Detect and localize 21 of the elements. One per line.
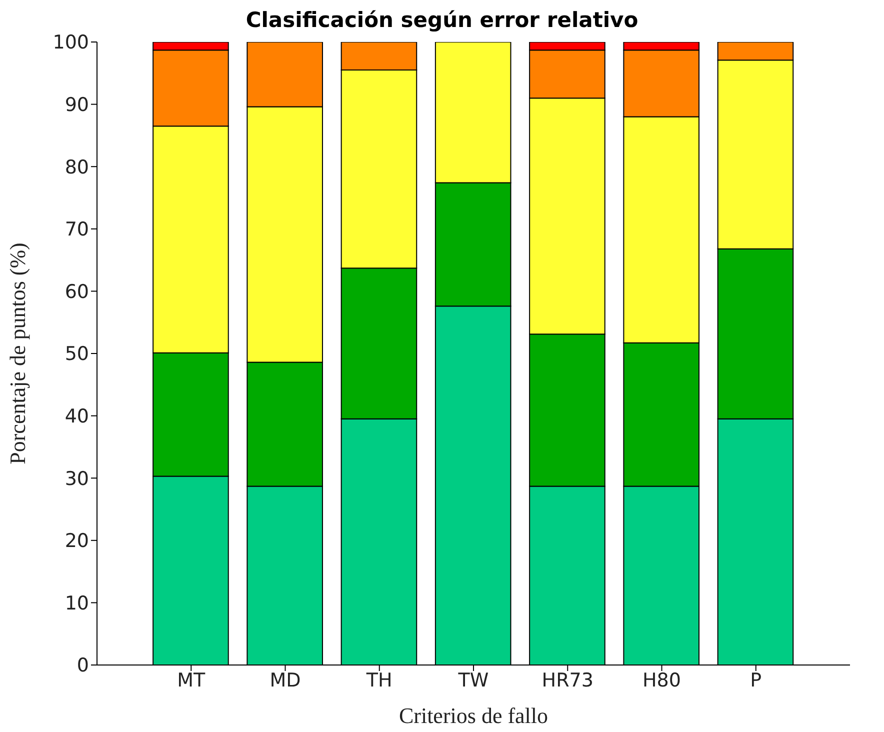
x-tick-label: MD xyxy=(270,669,301,692)
x-tick-label: P xyxy=(750,669,762,692)
y-tick-label: 0 xyxy=(76,654,89,677)
y-tick-label: 30 xyxy=(64,468,89,490)
y-tick-label: 40 xyxy=(64,406,89,428)
y-tick-label: 60 xyxy=(64,280,89,303)
y-tick-label: 80 xyxy=(64,156,89,178)
x-tick-label: H80 xyxy=(642,669,681,692)
x-tick-label: TH xyxy=(365,669,392,692)
y-axis-title: Porcentaje de puntos (%) xyxy=(4,242,30,464)
x-tick-label: HR73 xyxy=(542,669,594,692)
y-tick-label: 10 xyxy=(64,592,89,614)
x-tick-label: MT xyxy=(177,669,206,692)
y-tick-label: 100 xyxy=(52,32,89,54)
y-tick-label: 50 xyxy=(64,343,89,366)
y-tick-label: 90 xyxy=(64,94,89,116)
y-tick-label: 20 xyxy=(64,530,89,552)
chart-title: Clasificación según error relativo xyxy=(244,8,640,32)
y-tick-label: 70 xyxy=(64,218,89,241)
x-tick-label: TW xyxy=(457,669,489,692)
x-axis-title: Criterios de fallo xyxy=(398,703,548,728)
